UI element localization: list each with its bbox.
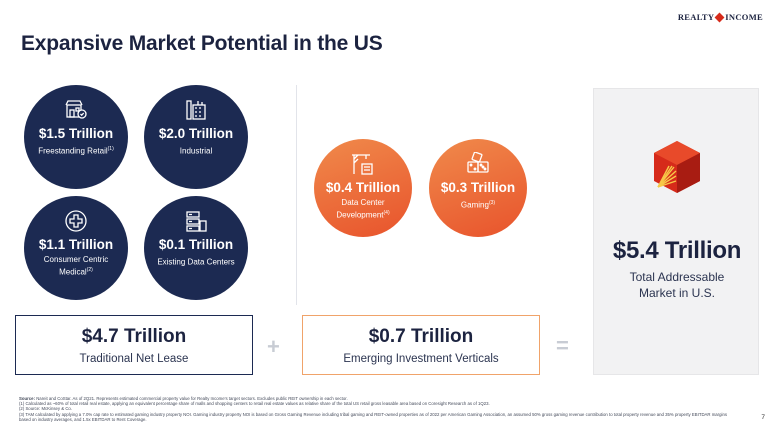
- page-number: 7: [761, 414, 765, 421]
- circle-amount: $0.4 Trillion: [325, 180, 401, 195]
- circle-consumer-centric-medical: $1.1 Trillion Consumer Centric Medical(2…: [24, 196, 128, 300]
- factory-icon: [184, 97, 208, 123]
- logo-mark-icon: [714, 12, 725, 22]
- circle-existing-data-centers: $0.1 Trillion Existing Data Centers: [144, 196, 248, 300]
- circle-label: Consumer Centric Medical(2): [43, 255, 109, 277]
- circle-freestanding-retail: $1.5 Trillion Freestanding Retail(1): [24, 85, 128, 189]
- equals-sign: =: [556, 333, 569, 358]
- box-amount: $0.7 Trillion: [368, 325, 474, 347]
- box-label: Traditional Net Lease: [79, 352, 189, 365]
- total-amount: $5.4 Trillion: [612, 237, 742, 264]
- circle-amount: $0.3 Trillion: [440, 180, 516, 195]
- box-amount: $4.7 Trillion: [81, 325, 187, 347]
- realty-income-logo: REALTY INCOME: [678, 12, 763, 22]
- total-addressable-market-panel: $5.4 Trillion Total Addressable Market i…: [593, 88, 759, 375]
- server-icon: [184, 208, 208, 234]
- circle-amount: $2.0 Trillion: [158, 126, 234, 141]
- circle-gaming: $0.3 Trillion Gaming(3): [429, 139, 527, 237]
- emerging-verticals-box: $0.7 Trillion Emerging Investment Vertic…: [302, 315, 540, 375]
- traditional-net-lease-box: $4.7 Trillion Traditional Net Lease: [15, 315, 253, 375]
- circle-industrial: $2.0 Trillion Industrial: [144, 85, 248, 189]
- section-divider: [296, 85, 297, 305]
- circle-label: Industrial: [179, 146, 213, 156]
- realty-income-mark-icon: [652, 139, 702, 200]
- logo-text-left: REALTY: [677, 12, 715, 22]
- circle-label: Freestanding Retail(1): [38, 146, 114, 156]
- dice-icon: [465, 151, 491, 177]
- medical-cross-icon: [64, 208, 88, 234]
- circle-label: Existing Data Centers: [157, 257, 235, 267]
- circle-data-center-development: $0.4 Trillion Data Center Development(4): [314, 139, 412, 237]
- logo-text-right: INCOME: [725, 12, 763, 22]
- circle-label: Gaming(3): [460, 200, 496, 210]
- crane-icon: [350, 151, 376, 177]
- circle-amount: $1.1 Trillion: [38, 237, 114, 252]
- storefront-icon: [64, 97, 88, 123]
- footnotes: Source: Nareit and CoStar. As of 2Q21. R…: [19, 396, 727, 422]
- circle-label: Data Center Development(4): [336, 198, 390, 220]
- circle-amount: $0.1 Trillion: [158, 237, 234, 252]
- page-title: Expansive Market Potential in the US: [21, 32, 383, 55]
- box-label: Emerging Investment Verticals: [343, 352, 499, 365]
- circle-amount: $1.5 Trillion: [38, 126, 114, 141]
- total-label: Total Addressable Market in U.S.: [629, 270, 725, 300]
- plus-sign: +: [267, 334, 280, 359]
